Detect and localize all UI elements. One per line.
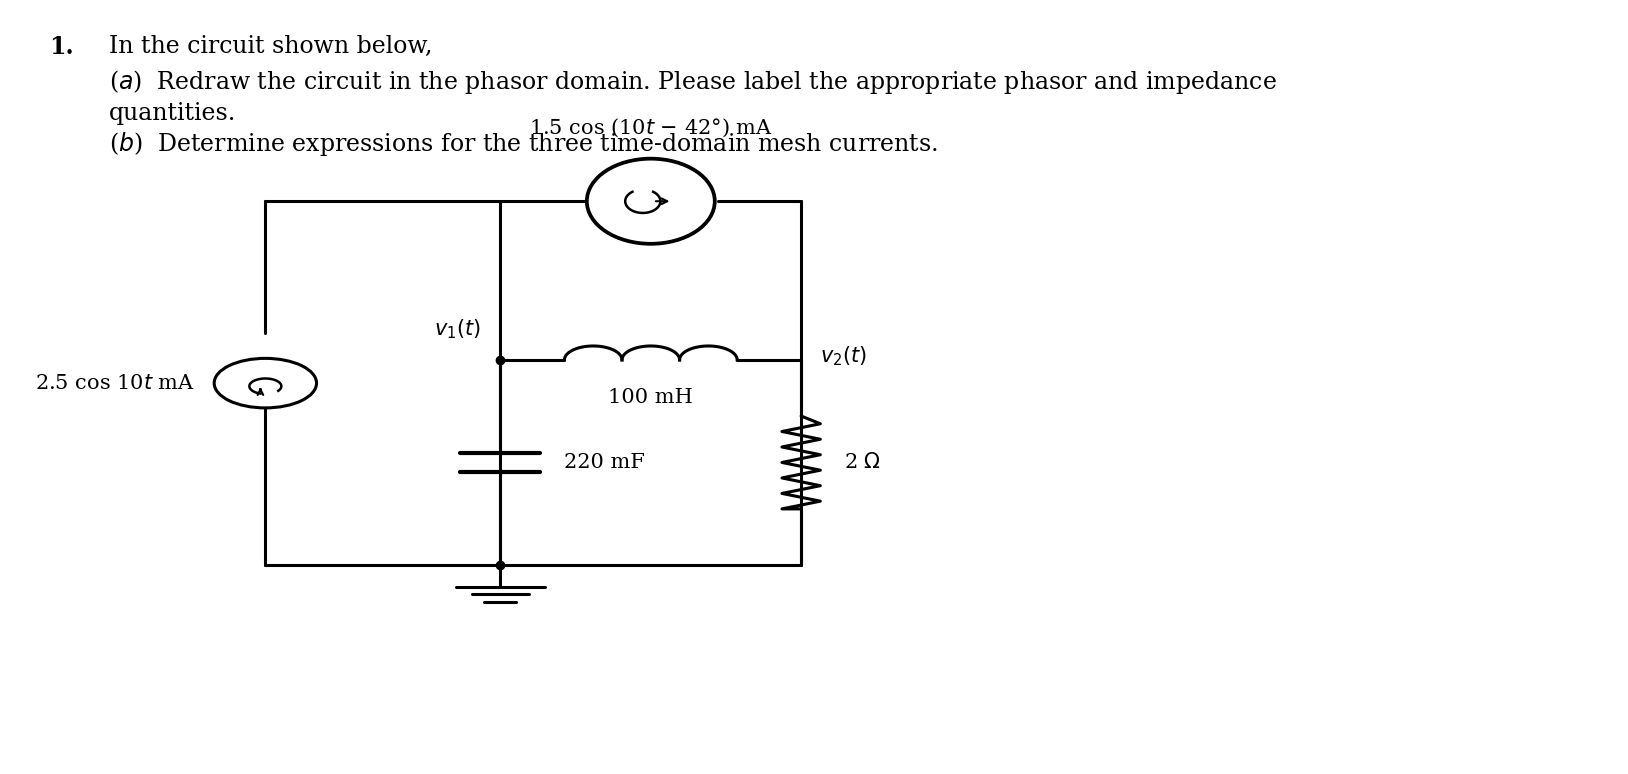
Text: 1.: 1. [49,35,73,59]
Text: ($a$)  Redraw the circuit in the phasor domain. Please label the appropriate pha: ($a$) Redraw the circuit in the phasor d… [109,68,1276,96]
Text: quantities.: quantities. [109,102,236,125]
Text: 100 mH: 100 mH [609,388,694,407]
Circle shape [215,358,316,408]
Text: 220 mF: 220 mF [565,453,645,472]
Text: 1.5 cos (10$t$ $-$ 42$\degree$) mA: 1.5 cos (10$t$ $-$ 42$\degree$) mA [529,117,773,139]
Ellipse shape [586,159,715,244]
Text: $v_2(t)$: $v_2(t)$ [821,344,868,368]
Text: ($b$)  Determine expressions for the three time-domain mesh currents.: ($b$) Determine expressions for the thre… [109,130,938,158]
Text: 2.5 cos 10$t$ mA: 2.5 cos 10$t$ mA [36,374,195,392]
Text: 2 $\Omega$: 2 $\Omega$ [845,453,881,472]
Text: $v_1(t)$: $v_1(t)$ [435,317,482,341]
Text: In the circuit shown below,: In the circuit shown below, [109,35,431,58]
